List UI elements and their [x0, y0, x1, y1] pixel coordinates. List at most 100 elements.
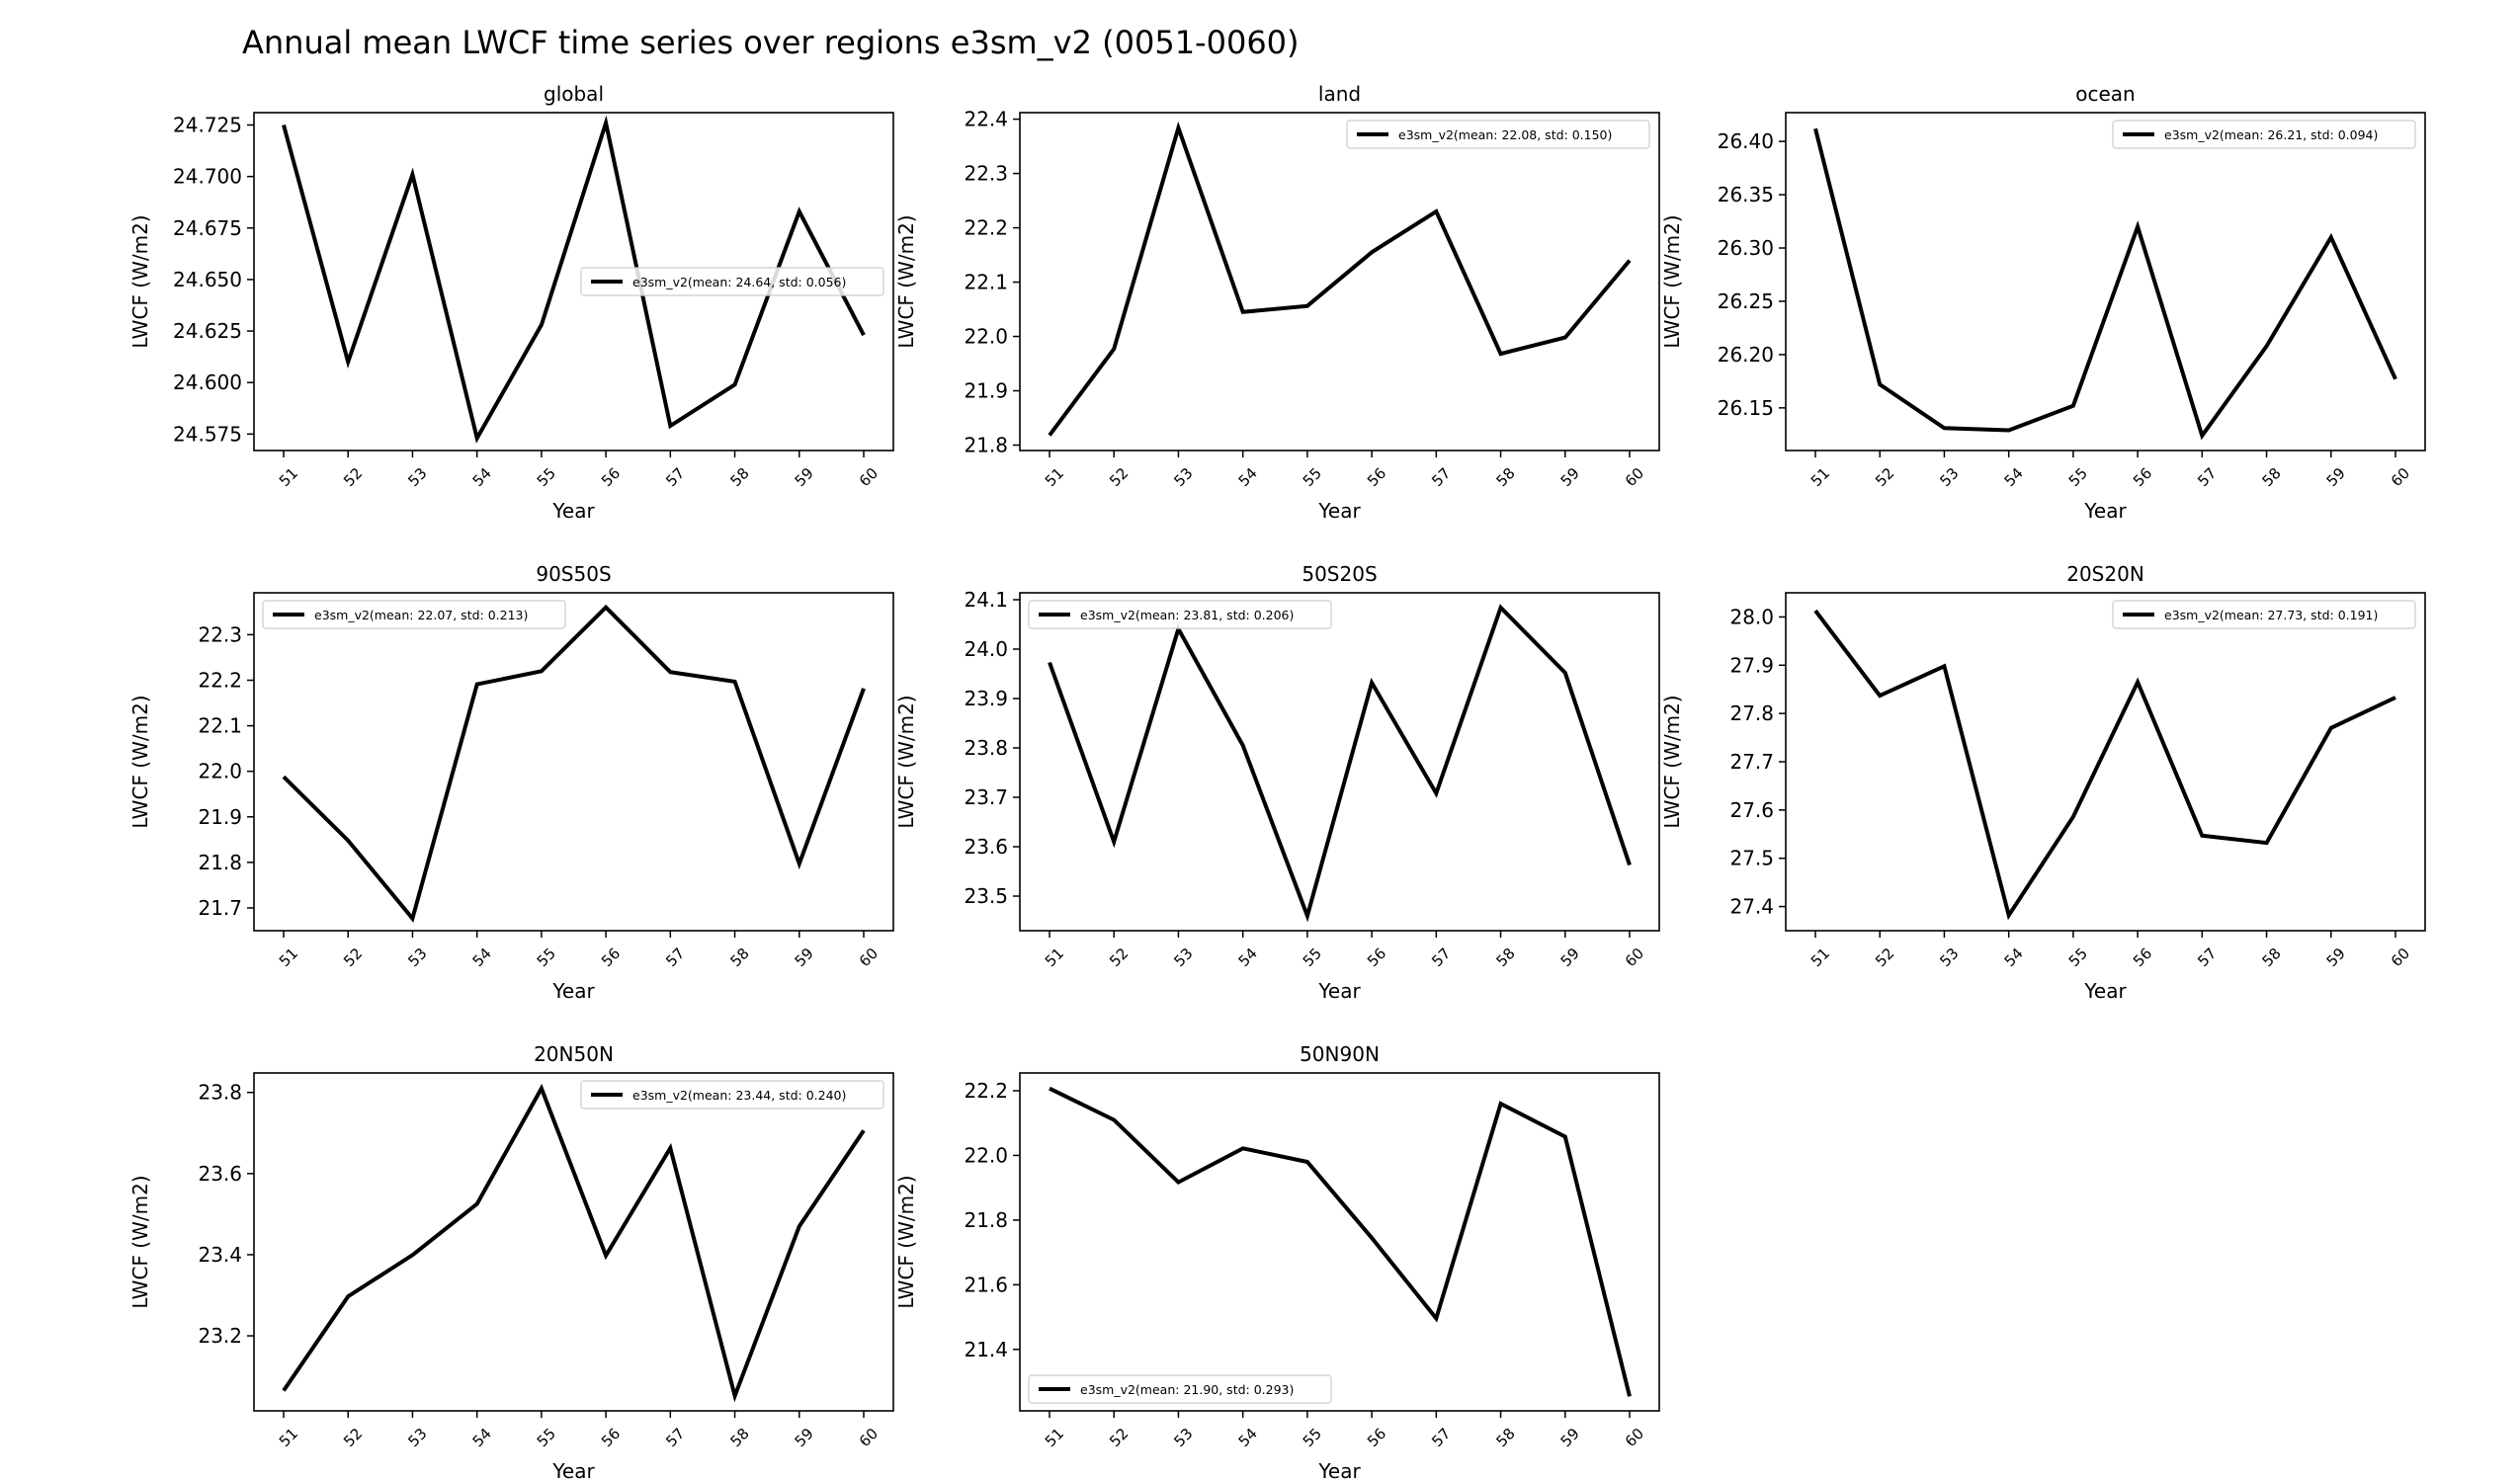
subplot-ocean: ocean 26.15 26.20 26.25 26.30 26.35 26.40 51 52 5… [1660, 82, 2426, 523]
x-tick-label: 51 [1042, 464, 1067, 490]
legend-box [580, 267, 884, 296]
x-axis-label: Year [551, 499, 595, 523]
axes-frame [1019, 112, 1660, 452]
x-tick-label: 56 [2130, 464, 2155, 490]
x-tick-label: 51 [1042, 1425, 1067, 1450]
x-tick-label: 59 [2323, 464, 2349, 490]
x-tick-label: 54 [469, 464, 495, 490]
x-tick-label: 54 [1235, 1425, 1261, 1450]
x-axis-label: Year [2083, 499, 2127, 523]
x-tick-label: 54 [2001, 945, 2027, 970]
subplot-global: global 24.575 24.600 24.625 24.650 24.675 24.7… [128, 82, 894, 523]
x-tick-label: 57 [662, 464, 688, 490]
y-tick-label: 21.9 [964, 379, 1008, 403]
x-tick-label: 54 [2001, 464, 2027, 490]
series-line [282, 115, 866, 444]
x-tick-label: 54 [469, 1425, 495, 1450]
axes-frame [1785, 112, 2426, 452]
subplot-20S20N: 20S20N 27.4 27.5 27.6 27.7 27.8 27.9 28.0 51 52 53… [1660, 562, 2426, 1003]
x-tick-label: 52 [1106, 1425, 1132, 1450]
x-tick-label: 55 [1300, 1425, 1325, 1450]
y-tick-label: 21.9 [198, 805, 242, 829]
x-tick-label: 59 [1557, 945, 1583, 970]
y-tick-label: 21.8 [964, 1208, 1008, 1232]
x-tick-label: 51 [276, 464, 301, 490]
y-tick-label: 21.7 [198, 896, 242, 920]
x-tick-label: 55 [534, 464, 559, 490]
x-tick-label: 58 [726, 945, 752, 970]
legend-label: e3sm_v2(mean: 24.64, std: 0.056) [632, 275, 846, 289]
x-tick-label: 52 [1872, 464, 1897, 490]
x-tick-label: 52 [340, 1425, 366, 1450]
legend-label: e3sm_v2(mean: 26.21, std: 0.094) [2164, 127, 2378, 142]
x-tick-label: 58 [726, 1425, 752, 1450]
y-axis-label: LWCF (W/m2) [894, 214, 918, 348]
x-tick-label: 60 [856, 1425, 882, 1450]
x-tick-label: 56 [598, 945, 624, 970]
x-tick-label: 57 [1428, 464, 1454, 490]
x-tick-label: 56 [1364, 945, 1389, 970]
y-tick-label: 24.700 [173, 165, 242, 189]
x-tick-label: 57 [1428, 945, 1454, 970]
x-tick-label: 54 [469, 945, 495, 970]
x-tick-label: 52 [340, 464, 366, 490]
y-tick-label: 23.4 [198, 1243, 242, 1267]
axes-frame [1019, 1072, 1660, 1412]
x-tick-label: 55 [2065, 464, 2091, 490]
series-line [1048, 604, 1632, 923]
legend-label: e3sm_v2(mean: 22.07, std: 0.213) [314, 608, 528, 622]
legend-box [262, 600, 566, 629]
y-tick-label: 22.2 [198, 668, 242, 692]
y-axis-label: LWCF (W/m2) [128, 695, 152, 828]
x-tick-label: 60 [1622, 464, 1647, 490]
subplot-20N50N: 20N50N 23.2 23.4 23.6 23.8 51 52 53 54 55 56 57 58 59… [128, 1042, 894, 1482]
x-tick-label: 58 [2258, 945, 2284, 970]
x-tick-label: 60 [1622, 1425, 1647, 1450]
y-tick-label: 26.35 [1718, 183, 1774, 206]
y-tick-label: 27.5 [1729, 847, 1774, 870]
x-tick-label: 51 [1042, 945, 1067, 970]
subplot-90S50S: 90S50S 21.7 21.8 21.9 22.0 22.1 22.2 22.3 51 52 53… [128, 562, 894, 1003]
y-tick-label: 24.650 [173, 268, 242, 291]
y-tick-label: 27.8 [1729, 701, 1774, 725]
y-tick-label: 22.1 [964, 271, 1008, 294]
x-tick-label: 55 [1300, 464, 1325, 490]
subplot-title: 50S20S [1302, 562, 1377, 586]
legend: e3sm_v2(mean: 24.64, std: 0.056) [580, 267, 884, 296]
x-tick-label: 52 [340, 945, 366, 970]
y-tick-label: 26.30 [1718, 236, 1774, 260]
y-tick-label: 21.6 [964, 1273, 1008, 1296]
y-tick-label: 23.6 [964, 835, 1008, 859]
subplot-title: 20S20N [2066, 562, 2144, 586]
x-tick-label: 52 [1872, 945, 1897, 970]
y-axis-label: LWCF (W/m2) [1660, 214, 1684, 348]
series-line [1813, 127, 2397, 441]
y-tick-label: 24.0 [964, 637, 1008, 661]
x-tick-label: 55 [2065, 945, 2091, 970]
subplot-title: 90S50S [536, 562, 611, 586]
subplot-title: ocean [2075, 82, 2135, 106]
x-axis-label: Year [1317, 1459, 1361, 1482]
x-tick-label: 51 [276, 945, 301, 970]
legend-box [1028, 1374, 1332, 1404]
x-tick-label: 53 [1170, 945, 1196, 970]
y-tick-label: 21.8 [198, 851, 242, 874]
y-tick-label: 27.6 [1729, 798, 1774, 822]
y-tick-label: 22.4 [964, 108, 1008, 131]
legend: e3sm_v2(mean: 23.44, std: 0.240) [580, 1080, 884, 1110]
y-tick-label: 26.40 [1718, 129, 1774, 153]
y-axis-label: LWCF (W/m2) [128, 1175, 152, 1308]
x-tick-label: 58 [2258, 464, 2284, 490]
legend: e3sm_v2(mean: 26.21, std: 0.094) [2112, 120, 2416, 149]
y-tick-label: 23.8 [964, 736, 1008, 760]
y-tick-label: 22.2 [964, 216, 1008, 240]
y-tick-label: 24.575 [173, 422, 242, 446]
y-tick-label: 23.2 [198, 1324, 242, 1348]
figure-suptitle: Annual mean LWCF time series over region… [242, 24, 1300, 61]
y-tick-label: 24.625 [173, 319, 242, 343]
series-line [1813, 609, 2396, 921]
x-tick-label: 55 [534, 945, 559, 970]
y-tick-label: 27.9 [1729, 653, 1774, 677]
y-tick-label: 22.3 [964, 162, 1008, 186]
y-tick-label: 24.725 [173, 114, 242, 137]
